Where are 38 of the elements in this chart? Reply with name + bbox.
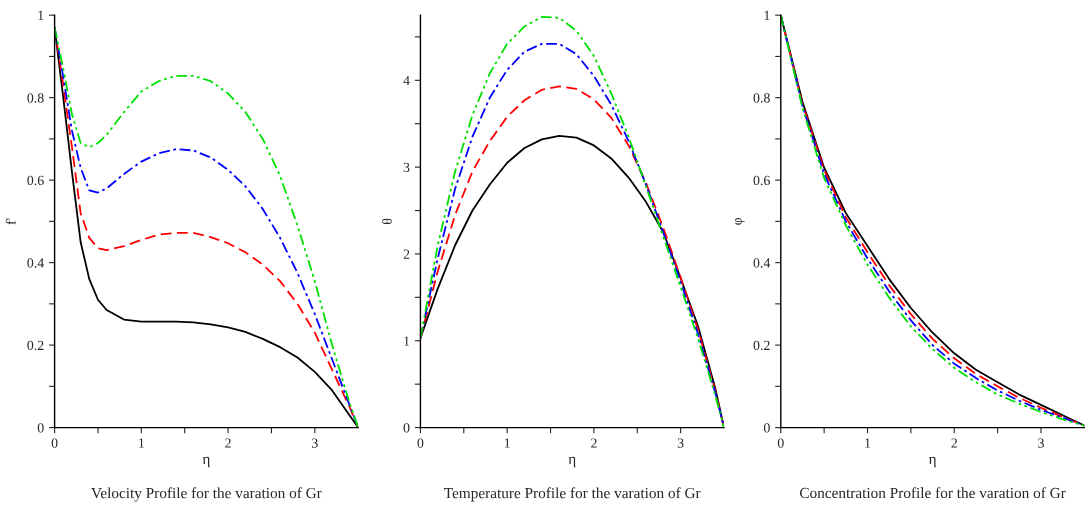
y-tick-label: 1 xyxy=(764,10,770,20)
y-tick-label: 0.6 xyxy=(753,175,770,186)
x-tick-label: 1 xyxy=(865,438,871,448)
y-axis-title: θ xyxy=(382,218,392,225)
y-tick-label: 2 xyxy=(403,249,410,259)
y-tick-label: 0.2 xyxy=(753,340,770,351)
x-axis-title: η xyxy=(568,456,576,468)
y-tick-label: 0.6 xyxy=(27,175,44,186)
x-tick-label: 1 xyxy=(139,438,144,448)
x-tick-label: 3 xyxy=(312,438,318,448)
text: Concentration Profile for the varation of Gr xyxy=(799,487,1066,499)
x-axis-title: η xyxy=(928,456,936,468)
y-tick-label: 0.4 xyxy=(27,258,44,268)
y-tick-label: 3 xyxy=(403,162,410,173)
x-tick-label: 2 xyxy=(951,438,957,448)
x-tick-label: 2 xyxy=(591,438,597,448)
y-tick-label: 1 xyxy=(404,336,410,346)
y-tick-label: 4 xyxy=(403,75,410,86)
y-tick-label: 0 xyxy=(37,423,44,433)
y-tick-label: 0.4 xyxy=(753,258,771,268)
x-tick-label: 3 xyxy=(677,438,684,448)
y-tick-label: 0 xyxy=(403,423,410,433)
y-tick-label: 1 xyxy=(38,10,44,20)
x-tick-label: 0 xyxy=(777,438,784,448)
y-axis-title: f' xyxy=(5,218,16,225)
text: Velocity Profile for the varation of Gr xyxy=(91,487,322,502)
y-axis-title: φ xyxy=(735,217,745,225)
text: Temperature Profile for the varation of Gr xyxy=(444,487,701,502)
y-tick-label: 0.2 xyxy=(27,340,44,351)
x-tick-label: 1 xyxy=(504,438,510,448)
y-tick-label: 0 xyxy=(763,423,770,433)
y-tick-label: 0.8 xyxy=(27,93,44,103)
x-axis-title: η xyxy=(202,456,210,468)
x-tick-label: 0 xyxy=(417,438,424,448)
y-tick-label: 0.8 xyxy=(753,93,770,103)
x-tick-label: 2 xyxy=(225,438,231,448)
x-tick-label: 0 xyxy=(51,438,58,448)
x-tick-label: 3 xyxy=(1038,438,1044,448)
